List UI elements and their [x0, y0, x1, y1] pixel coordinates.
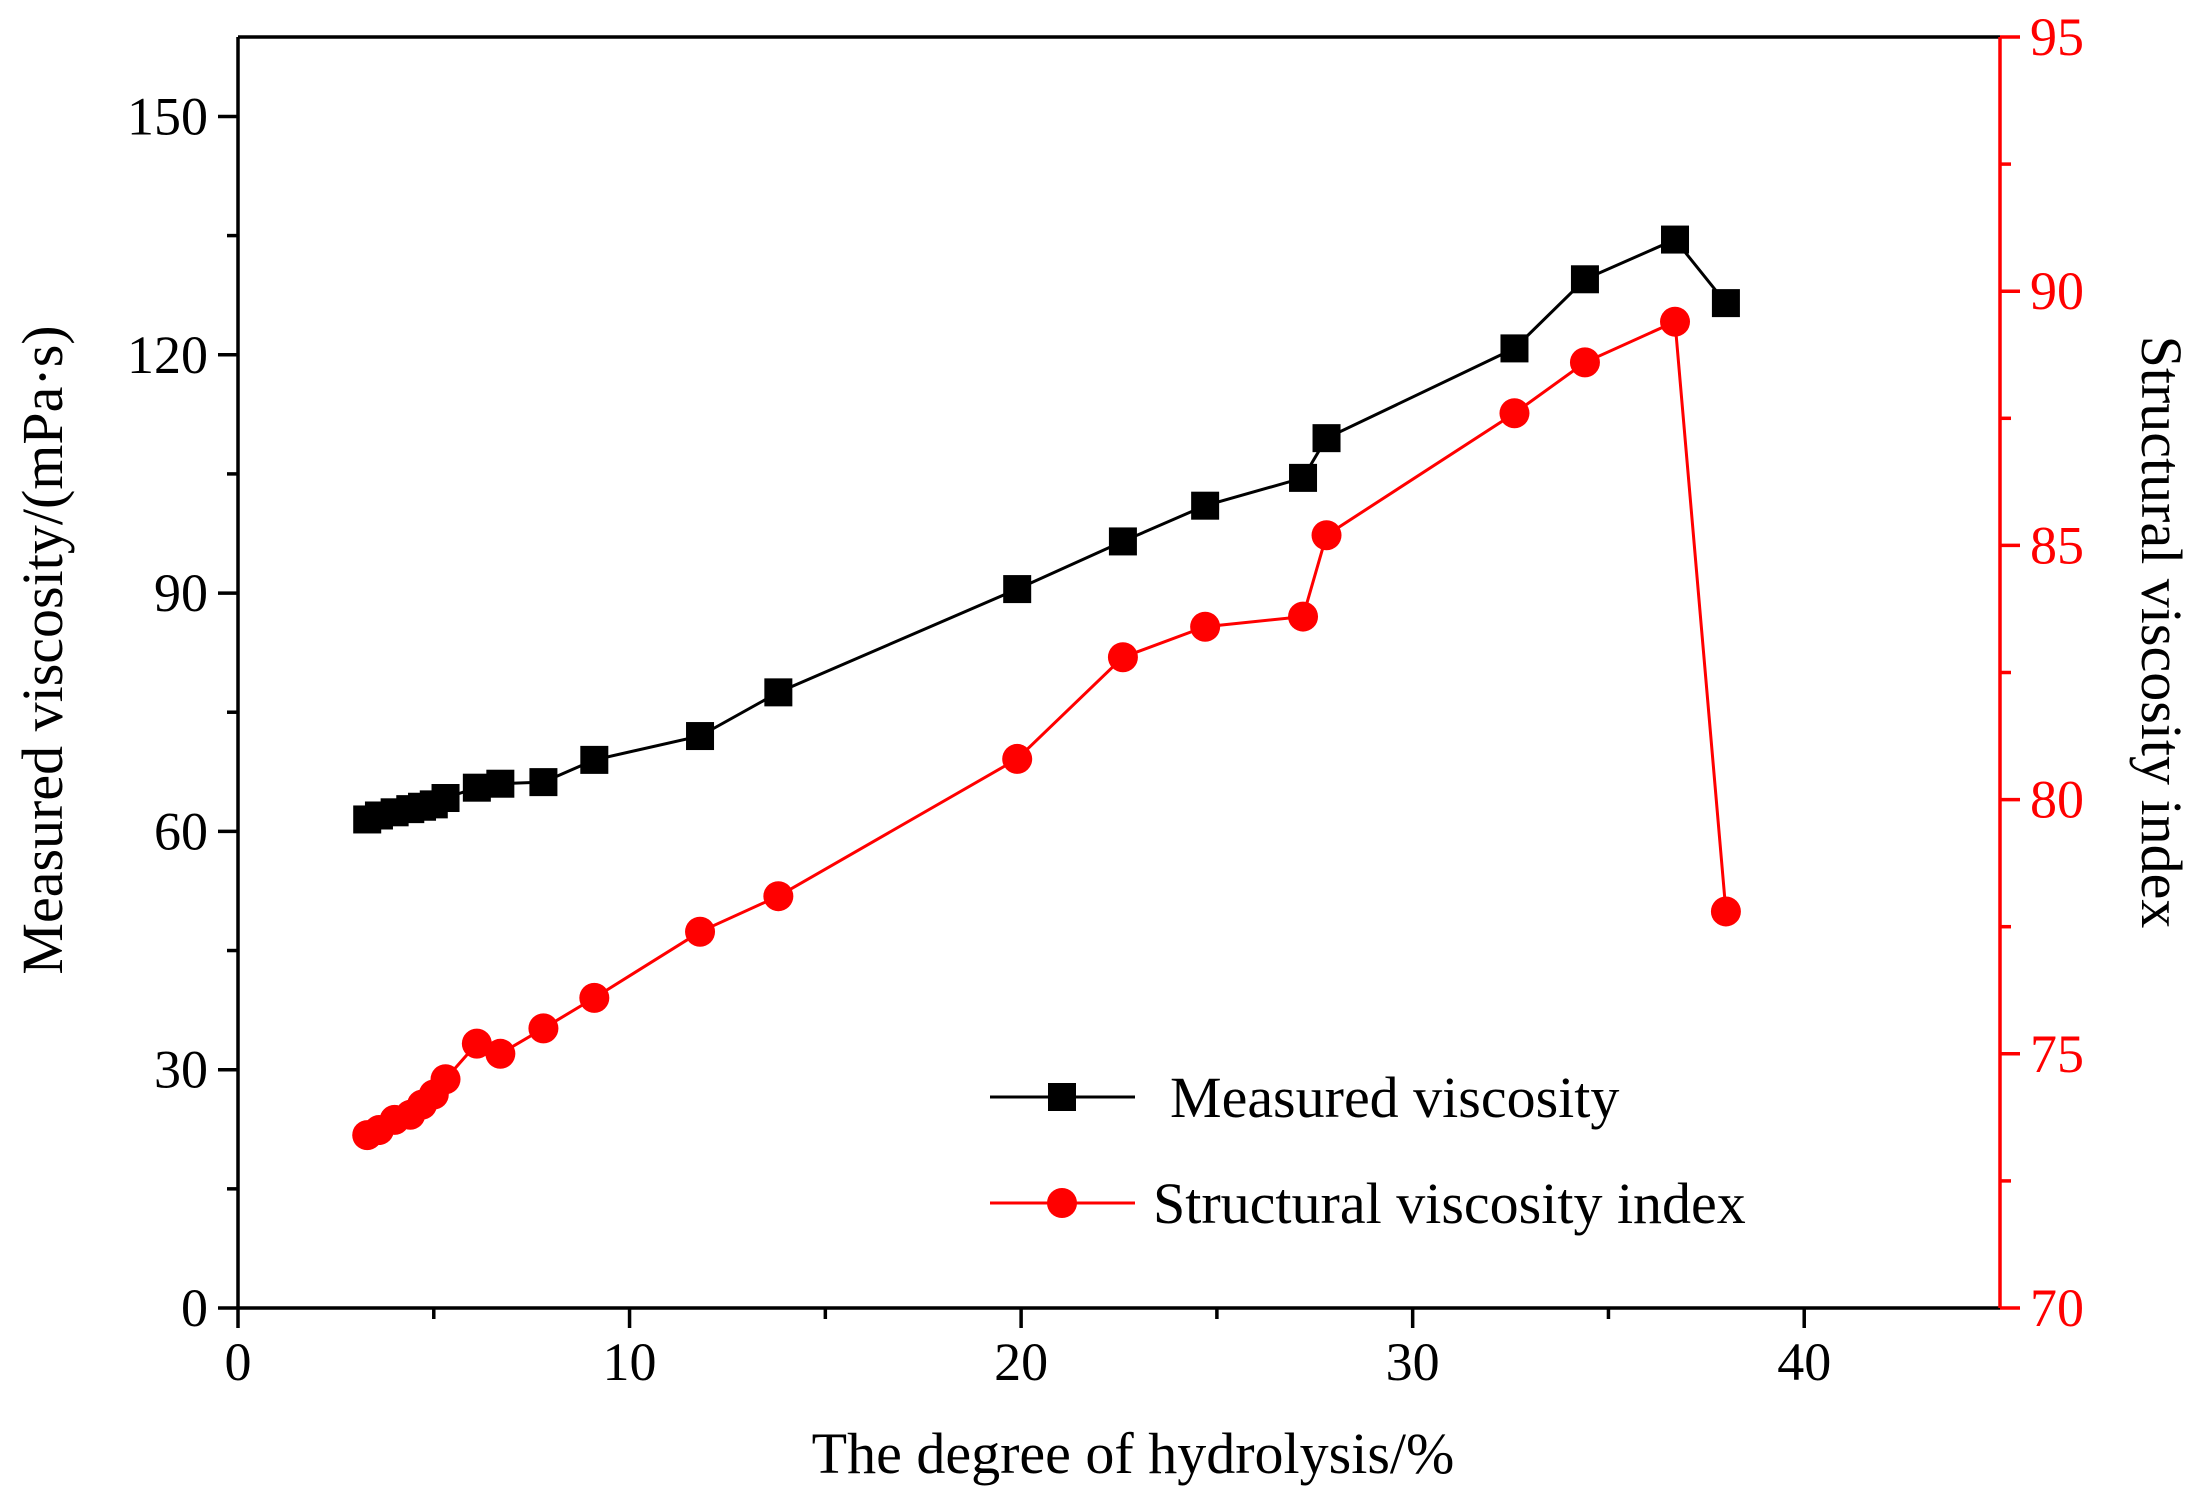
measured-viscosity-point: [1191, 491, 1220, 520]
measured-viscosity-point: [1711, 289, 1740, 318]
structural-viscosity-index-point: [528, 1013, 559, 1044]
measured-viscosity-point: [580, 745, 609, 774]
x-tick-label: 30: [1386, 1332, 1440, 1392]
y-tick-label: 0: [181, 1278, 208, 1338]
measured-viscosity-point: [1500, 334, 1529, 363]
y2-tick-label: 80: [2030, 770, 2084, 830]
structural-viscosity-index-point: [1710, 896, 1741, 927]
y-tick-label: 30: [154, 1040, 208, 1100]
x-tick-label: 40: [1777, 1332, 1831, 1392]
legend: Measured viscosity Structural viscosity i…: [990, 1065, 1746, 1236]
measured-viscosity-point: [1661, 225, 1690, 254]
structural-viscosity-index-point: [579, 982, 610, 1013]
structural-viscosity-index-point: [1311, 520, 1342, 551]
y-tick-label: 90: [154, 563, 208, 623]
x-tick-label: 20: [994, 1332, 1048, 1392]
measured-viscosity-point: [1108, 527, 1137, 556]
legend-label-measured-viscosity: Measured viscosity: [1170, 1065, 1619, 1130]
measured-viscosity-point: [1570, 265, 1599, 294]
y-axis-label: Measured viscosity/(mPa·s): [10, 325, 75, 974]
y2-tick-label: 85: [2030, 515, 2084, 575]
x-axis-label: The degree of hydrolysis/%: [812, 1421, 1455, 1486]
y2-tick-label: 75: [2030, 1024, 2084, 1084]
measured-viscosity-point: [431, 784, 460, 813]
measured-viscosity-point: [529, 768, 558, 797]
legend-label-structural-viscosity-index: Structural viscosity index: [1153, 1171, 1746, 1236]
measured-viscosity-point: [462, 773, 491, 802]
structural-viscosity-index-point: [1002, 743, 1033, 774]
structural-viscosity-index-point: [1107, 642, 1138, 673]
structural-viscosity-index-point: [430, 1064, 461, 1095]
y-tick-label: 150: [127, 86, 208, 146]
measured-viscosity-point: [1003, 575, 1032, 604]
structural-viscosity-index-point: [1660, 306, 1691, 337]
x-tick-label: 10: [603, 1332, 657, 1392]
structural-viscosity-index-point: [1288, 601, 1319, 632]
y-tick-label: 120: [127, 325, 208, 385]
plot-marks: [352, 225, 1741, 1151]
structural-viscosity-index-point: [1190, 611, 1221, 642]
measured-viscosity-point: [764, 678, 793, 707]
y-tick-label: 60: [154, 801, 208, 861]
x-tick-label: 0: [225, 1332, 252, 1392]
measured-viscosity-point: [486, 769, 515, 798]
measured-viscosity-point: [686, 722, 715, 751]
structural-viscosity-index-point: [685, 916, 716, 947]
legend-marker-measured-viscosity: [1048, 1083, 1076, 1111]
measured-viscosity-point: [1289, 463, 1318, 492]
legend-marker-structural-viscosity-index: [1047, 1188, 1077, 1218]
measured-viscosity-point: [1312, 424, 1341, 453]
axes: 0 10 20 30 40 0 30 60 90 120 150 70 75 80 85 90 95: [127, 7, 2084, 1392]
structural-viscosity-index-point: [485, 1038, 516, 1069]
y2-tick-label: 90: [2030, 261, 2084, 321]
structural-viscosity-index-point: [1569, 347, 1600, 378]
structural-viscosity-index-point: [763, 881, 794, 912]
y2-tick-label: 70: [2030, 1278, 2084, 1338]
y2-axis-label: Structural viscosity index: [2129, 336, 2194, 929]
y2-tick-label: 95: [2030, 7, 2084, 67]
structural-viscosity-index-point: [1499, 398, 1530, 429]
structural-viscosity-index-point: [461, 1028, 492, 1059]
